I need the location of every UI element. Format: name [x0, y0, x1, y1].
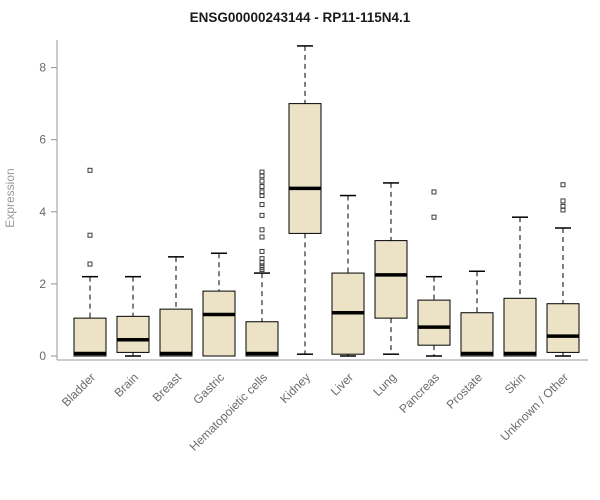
- outlier-point: [259, 212, 265, 218]
- box-group-lung: Lung: [370, 182, 408, 399]
- x-tick-label-pancreas: Pancreas: [396, 370, 442, 416]
- box-rect: [245, 321, 279, 357]
- outlier-point: [259, 256, 265, 262]
- y-tick-label: 2: [39, 277, 46, 291]
- y-tick-label: 6: [39, 133, 46, 147]
- box-rect: [417, 299, 451, 346]
- outlier-point: [259, 202, 265, 208]
- outlier-point: [87, 167, 93, 173]
- outlier-point: [259, 189, 265, 195]
- box-group-prostate: Prostate: [444, 270, 494, 412]
- x-tick-label-kidney: Kidney: [277, 370, 313, 406]
- box-group-skin: Skin: [502, 216, 537, 397]
- outlier-point: [431, 189, 437, 195]
- x-tick-label-breast: Breast: [150, 370, 185, 405]
- outlier-point: [431, 214, 437, 220]
- plot-area: 0 2 4 6 8 Bladder Brain Breast GastricHematopoie…: [39, 40, 588, 454]
- box-rect: [503, 297, 537, 357]
- box-rect: [374, 240, 408, 319]
- outlier-point: [259, 248, 265, 254]
- x-tick-label-brain: Brain: [111, 370, 141, 400]
- x-tick-label-gastric: Gastric: [190, 370, 227, 407]
- x-tick-label-lung: Lung: [370, 370, 399, 399]
- box-rect: [460, 312, 494, 357]
- outlier-point: [259, 169, 265, 175]
- outlier-point: [560, 203, 566, 209]
- box-group-gastric: Gastric: [190, 252, 236, 407]
- box-rect: [159, 308, 193, 357]
- x-tick-label-prostate: Prostate: [444, 370, 486, 412]
- y-tick-label: 8: [39, 61, 46, 75]
- box-rect: [116, 315, 150, 353]
- box-rect: [288, 103, 322, 234]
- x-tick-label-liver: Liver: [328, 370, 356, 398]
- box-group-breast: Breast: [150, 256, 193, 405]
- x-tick-label-hematopoietic-cells: Hematopoietic cells: [187, 370, 270, 453]
- outlier-point: [87, 232, 93, 238]
- box-rect: [546, 303, 580, 353]
- outlier-point: [87, 261, 93, 267]
- y-axis-label: Expression: [3, 168, 17, 227]
- box-rect: [202, 290, 236, 357]
- outlier-point: [259, 184, 265, 190]
- y-tick-label: 0: [39, 349, 46, 363]
- outlier-point: [560, 182, 566, 188]
- box-group-brain: Brain: [111, 275, 150, 400]
- outlier-point: [259, 178, 265, 184]
- x-tick-label-bladder: Bladder: [59, 370, 98, 409]
- x-tick-label-skin: Skin: [502, 370, 528, 396]
- outlier-point: [259, 227, 265, 233]
- box-group-liver: Liver: [328, 194, 365, 399]
- box-rect: [73, 317, 107, 357]
- y-tick-label: 4: [39, 205, 46, 219]
- box-group-bladder: Bladder: [59, 167, 107, 409]
- chart-title: ENSG00000243144 - RP11-115N4.1: [190, 10, 411, 25]
- outlier-point: [560, 198, 566, 204]
- box-group-kidney: Kidney: [277, 45, 322, 406]
- outlier-point: [259, 234, 265, 240]
